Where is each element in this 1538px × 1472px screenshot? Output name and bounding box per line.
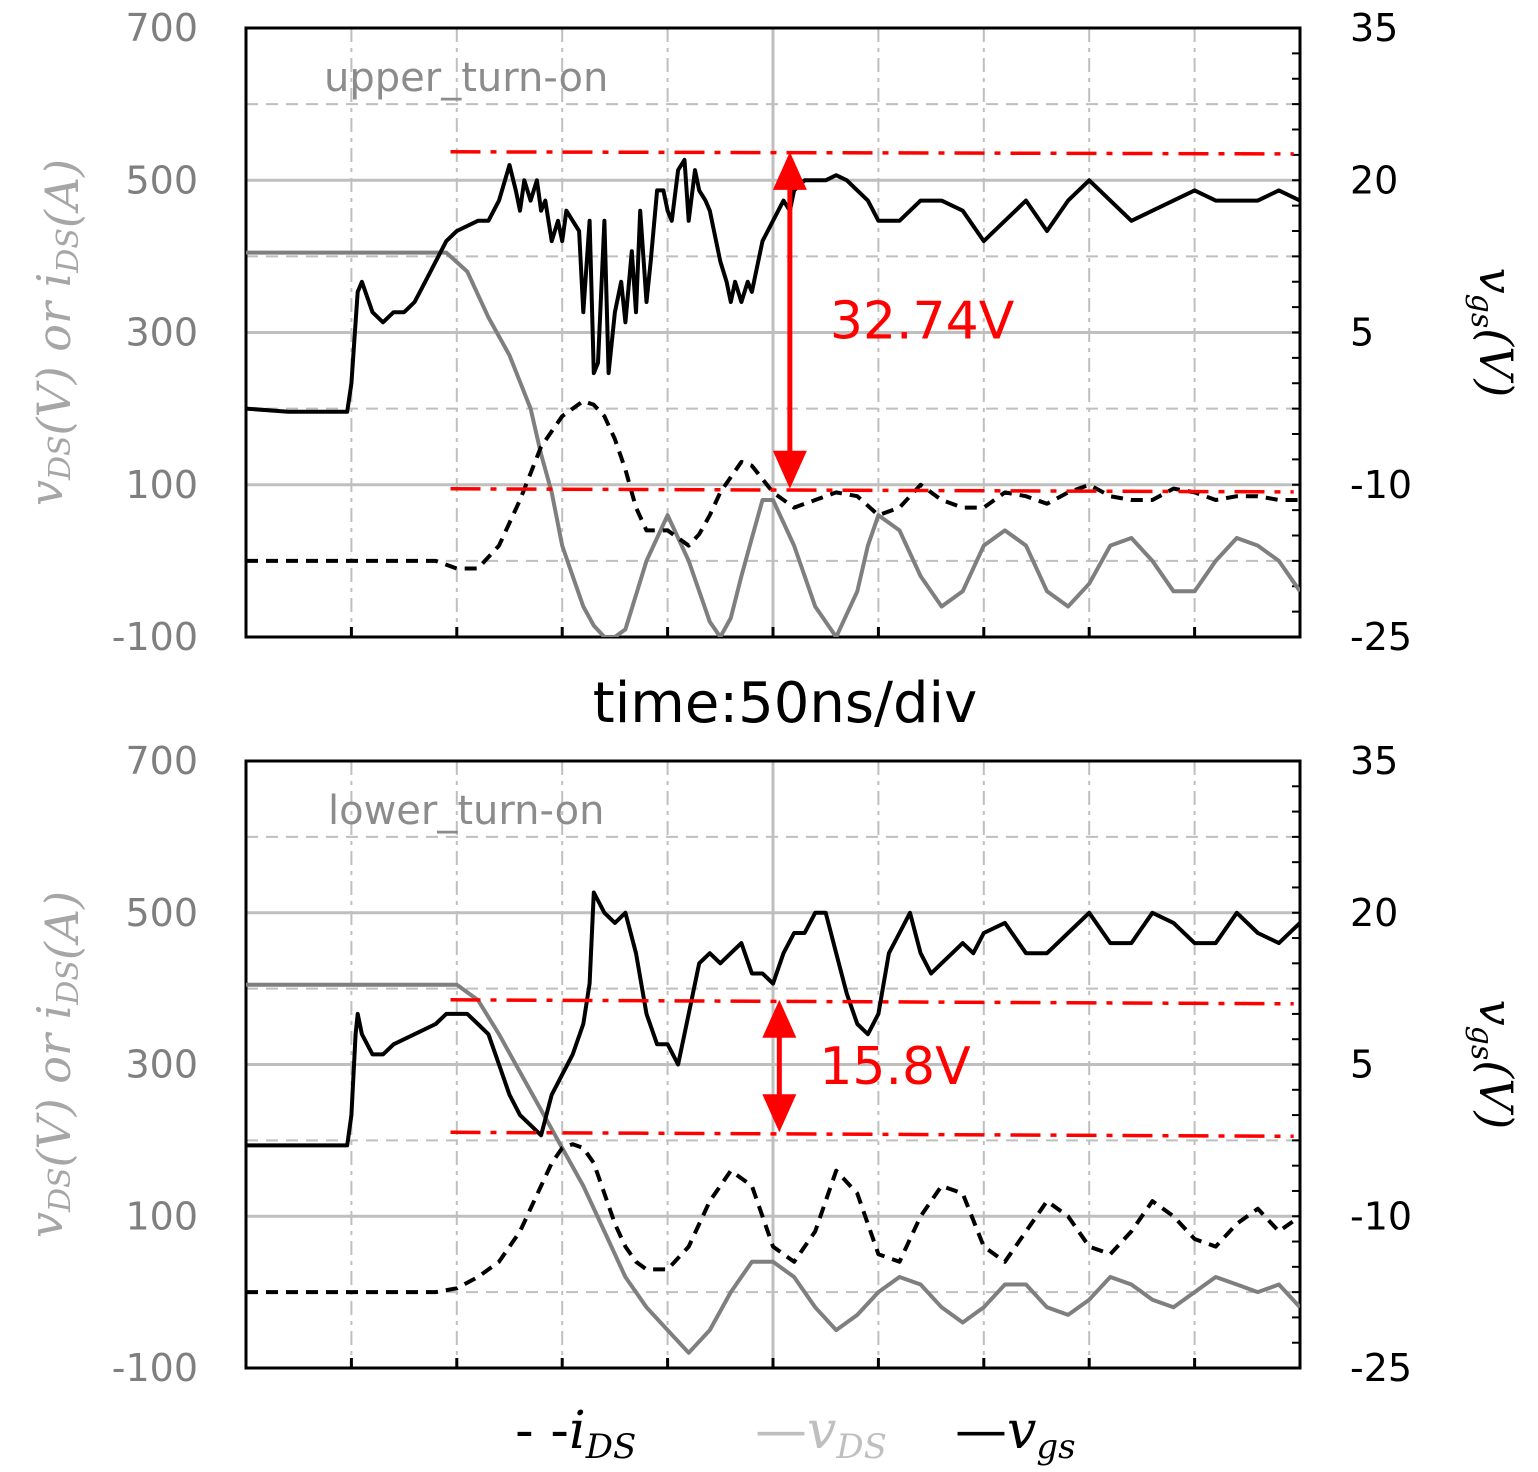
series-i_DS — [246, 1142, 1300, 1295]
series-upper-level — [450, 150, 1294, 156]
series-v_DS — [246, 982, 1300, 1355]
left-tick-label: 300 — [125, 311, 198, 355]
gridlines — [246, 28, 1300, 637]
series-upper-level — [450, 998, 1294, 1006]
series-i_DS — [246, 399, 1300, 571]
left-tick-label: 100 — [125, 463, 198, 507]
legend-item-v_DS: —vDS — [755, 1401, 887, 1467]
right-tick-label: 5 — [1350, 1043, 1374, 1087]
left-tick-label: 500 — [125, 891, 198, 935]
right-tick-label: -10 — [1350, 1194, 1412, 1238]
arrow-head-up — [772, 151, 807, 190]
right-tick-label: 35 — [1350, 6, 1398, 50]
annotation-label: 15.8V — [819, 1037, 971, 1097]
voltage-annotation: 15.8V — [762, 999, 971, 1133]
right-tick-label: 20 — [1350, 891, 1398, 935]
legend-item-i_DS: - -iDS — [515, 1401, 636, 1467]
left-tick-label: 100 — [125, 1194, 198, 1238]
series-group — [246, 890, 1300, 1355]
gridlines — [246, 761, 1300, 1368]
left-tick-label: 700 — [125, 6, 198, 50]
left-tick-label: 700 — [125, 739, 198, 783]
plot-frame — [244, 759, 1302, 1370]
right-tick-label: -25 — [1350, 615, 1412, 659]
right-tick-label: 35 — [1350, 739, 1398, 783]
voltage-annotation: 32.74V — [772, 151, 1015, 489]
right-tick-label: 20 — [1350, 158, 1398, 202]
left-tick-label: 300 — [125, 1043, 198, 1087]
legend-label: —vDS — [755, 1401, 887, 1467]
panel-title: upper_turn-on — [324, 55, 608, 101]
left-tick-label: 500 — [125, 158, 198, 202]
left-axis-title: vDS(V) or iDS(A) — [19, 891, 89, 1238]
series-v_gs — [246, 890, 1300, 1148]
left-tick-label: -100 — [112, 615, 198, 659]
panel-title: lower_turn-on — [328, 788, 604, 834]
plot-frame — [244, 26, 1302, 639]
left-tick-label: -100 — [112, 1346, 198, 1390]
right-tick-label: 5 — [1350, 311, 1374, 355]
right-tick-label: -25 — [1350, 1346, 1412, 1390]
arrow-head-down — [762, 1094, 797, 1133]
series-group — [246, 150, 1300, 637]
series-lower-level — [450, 487, 1294, 494]
right-axis-title: vgs(V) — [1464, 268, 1523, 398]
arrow-head-down — [772, 450, 807, 489]
series-v_gs — [246, 157, 1300, 414]
legend-label: - -iDS — [515, 1401, 636, 1467]
legend-label: —vgs — [955, 1401, 1076, 1467]
lower-panel: 700 500 300 100 -100 35 20 5 -10 -25 lower_turn-on… — [19, 739, 1523, 1390]
x-axis-title: time:50ns/div — [593, 671, 977, 736]
annotation-label: 32.74V — [830, 291, 1015, 351]
left-axis-title: vDS(V) or iDS(A) — [19, 159, 89, 506]
series-v_DS — [246, 250, 1300, 637]
arrow-head-up — [762, 999, 797, 1038]
legend-item-v_gs: —vgs — [955, 1401, 1076, 1467]
upper-panel: 700 500 300 100 -100 35 20 5 -10 -25 upper_turn-on… — [19, 6, 1523, 659]
right-axis-title: vgs(V) — [1464, 1000, 1523, 1130]
series-lower-level — [450, 1130, 1294, 1139]
legend: - -iDS —vDS —vgs — [515, 1401, 1076, 1467]
right-tick-label: -10 — [1350, 463, 1412, 507]
